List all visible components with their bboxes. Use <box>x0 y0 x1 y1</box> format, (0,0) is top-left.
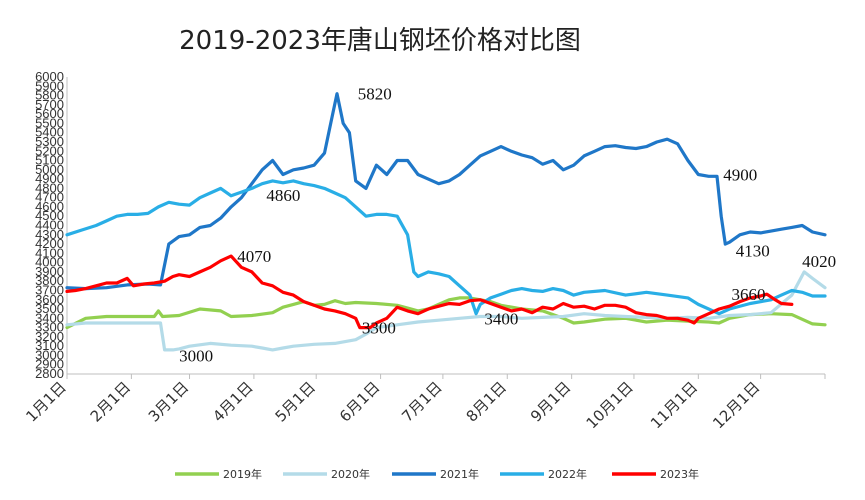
y-tick-label: 5000 <box>35 162 64 177</box>
x-tick-label: 11月1日 <box>647 378 701 432</box>
data-label: 3000 <box>179 346 213 365</box>
data-label: 4020 <box>802 252 836 271</box>
data-label: 3400 <box>484 309 518 328</box>
y-tick-label: 5800 <box>35 88 64 103</box>
chart-title: 2019-2023年唐山钢坯价格对比图 <box>179 26 581 56</box>
y-tick-label: 5100 <box>35 153 64 168</box>
y-tick-label: 3000 <box>35 347 64 362</box>
data-label: 3300 <box>362 319 396 338</box>
annotations: 5820 4860 4900 4070 4130 4020 3660 3000 3300 3400 <box>179 85 836 366</box>
x-tick-label: 9月1日 <box>527 378 574 425</box>
y-tick-label: 3800 <box>35 273 64 288</box>
x-tick-label: 6月1日 <box>336 378 383 425</box>
x-tick-label: 12月1日 <box>709 378 763 432</box>
series-line-2023年 <box>65 254 794 330</box>
x-axis: 1月1日 2月1日 3月1日 4月1日 5月1日 6月1日 7月1日 8月1日 9月1日 10月1… <box>22 373 826 432</box>
y-tick-label: 4300 <box>35 227 64 242</box>
x-tick-label: 3月1日 <box>145 378 192 425</box>
y-tick-label: 4500 <box>35 208 64 223</box>
x-tick-label: 4月1日 <box>209 378 256 425</box>
y-tick-label: 4200 <box>35 236 64 251</box>
y-tick-label: 3100 <box>35 338 64 353</box>
y-tick-label: 3400 <box>35 310 64 325</box>
y-tick-label: 4800 <box>35 180 64 195</box>
y-tick-label: 3700 <box>35 282 64 297</box>
y-tick-label: 5500 <box>35 115 64 130</box>
y-tick-label: 5300 <box>35 134 64 149</box>
y-tick-label: 4600 <box>35 199 64 214</box>
legend-label: 2019年 <box>223 467 262 481</box>
data-label: 4860 <box>266 186 300 205</box>
y-tick-label: 4900 <box>35 171 64 186</box>
series-line-2021年 <box>65 92 827 291</box>
y-tick-label: 2800 <box>35 366 64 381</box>
y-tick-label: 5200 <box>35 143 64 158</box>
legend-label: 2021年 <box>440 467 479 481</box>
y-tick-label: 4000 <box>35 255 64 270</box>
y-tick-label: 5900 <box>35 78 64 93</box>
series-line-2022年 <box>65 179 827 316</box>
y-tick-label: 3300 <box>35 320 64 335</box>
data-label: 3660 <box>732 285 766 304</box>
data-label: 4130 <box>736 242 770 261</box>
y-tick-label: 3500 <box>35 301 64 316</box>
y-tick-label: 4700 <box>35 190 64 205</box>
y-tick-label: 5600 <box>35 106 64 121</box>
y-tick-label: 6000 <box>35 69 64 84</box>
x-tick-label: 1月1日 <box>22 378 69 425</box>
x-tick-label: 5月1日 <box>272 378 319 425</box>
y-axis: 2800290030003100320033003400350036003700… <box>35 69 68 381</box>
legend-label: 2023年 <box>660 467 699 481</box>
y-tick-label: 4400 <box>35 218 64 233</box>
legend-label: 2022年 <box>548 467 587 481</box>
y-tick-label: 3600 <box>35 292 64 307</box>
data-label: 4070 <box>237 247 271 266</box>
y-tick-label: 5700 <box>35 97 64 112</box>
legend-label: 2020年 <box>331 467 370 481</box>
y-tick-label: 3900 <box>35 264 64 279</box>
x-tick-label: 8月1日 <box>463 378 510 425</box>
series-lines <box>65 92 827 352</box>
y-tick-label: 3200 <box>35 329 64 344</box>
y-tick-label: 4100 <box>35 245 64 260</box>
x-tick-label: 7月1日 <box>398 378 445 425</box>
x-tick-label: 10月1日 <box>583 378 637 432</box>
legend: 2019年 2020年 2021年 2022年 2023年 <box>175 467 699 481</box>
y-tick-label: 5400 <box>35 125 64 140</box>
x-tick-label: 2月1日 <box>87 378 134 425</box>
data-label: 4900 <box>723 165 757 184</box>
data-label: 5820 <box>358 85 392 104</box>
y-tick-label: 2900 <box>35 357 64 372</box>
